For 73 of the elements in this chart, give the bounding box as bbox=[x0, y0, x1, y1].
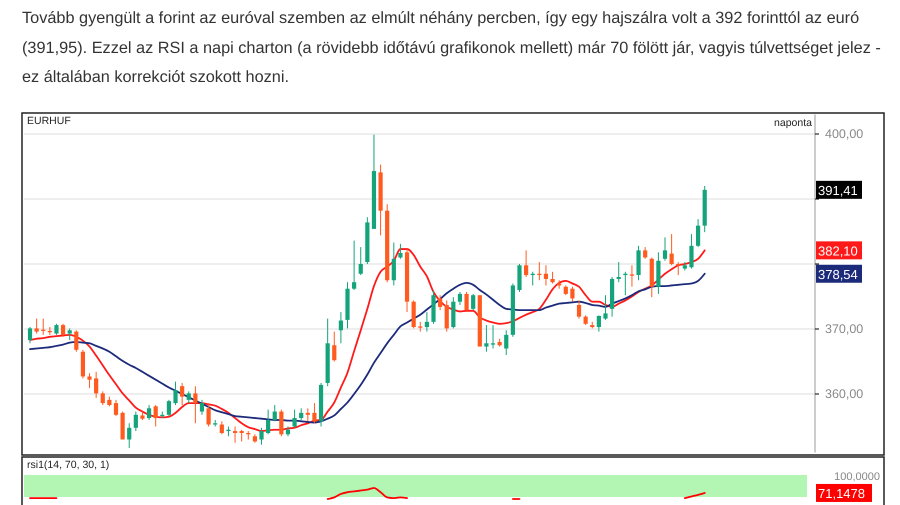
candlestick bbox=[41, 318, 46, 336]
candlestick bbox=[332, 331, 336, 362]
candlestick bbox=[689, 234, 694, 270]
candlestick bbox=[338, 312, 343, 344]
candlestick bbox=[398, 243, 403, 260]
candlestick bbox=[306, 408, 310, 422]
candlestick bbox=[299, 408, 304, 420]
candlestick bbox=[312, 402, 317, 424]
candlestick bbox=[60, 323, 66, 338]
candlestick bbox=[266, 409, 270, 435]
candlestick bbox=[392, 242, 396, 286]
candlestick bbox=[259, 427, 264, 446]
y-tick-label: 360,00 bbox=[825, 387, 864, 401]
candlestick bbox=[643, 246, 648, 260]
candlestick bbox=[114, 399, 118, 417]
candlestick bbox=[107, 396, 112, 407]
candlestick bbox=[186, 390, 191, 404]
candlestick bbox=[564, 284, 568, 296]
candlestick bbox=[154, 404, 158, 427]
candlestick bbox=[286, 426, 290, 437]
candlestick bbox=[134, 411, 138, 432]
candlestick bbox=[524, 250, 528, 278]
chart-title: rsi1(14, 70, 30, 1) bbox=[27, 459, 110, 471]
candlestick bbox=[68, 328, 72, 341]
text: 391,41 bbox=[818, 182, 858, 198]
candlestick bbox=[596, 314, 601, 332]
candlestick bbox=[576, 300, 582, 320]
candlestick bbox=[603, 294, 608, 320]
chart-title: EURHUF bbox=[27, 115, 71, 127]
candlestick bbox=[173, 381, 178, 406]
candlestick bbox=[193, 386, 198, 424]
text: 378,54 bbox=[818, 266, 858, 282]
candlestick bbox=[206, 402, 211, 427]
candlestick bbox=[464, 291, 469, 311]
candlestick bbox=[220, 420, 224, 435]
candlestick bbox=[352, 240, 356, 290]
text: Tovább gyengült a forint az euróval szemben az elmúlt néhány percben, így egy hajszálra volt a 392 forinttól az euró (391,95). Ezzel az RSI a napi charton (a rövidebb időtávú grafikonok mellett) már 70 fölött jár, vagyis túlvettséget jelez - ez általában korrekciót szokott hozni. bbox=[22, 8, 882, 88]
candlestick bbox=[127, 422, 132, 448]
text: 71,1478 bbox=[818, 486, 865, 501]
candlestick bbox=[358, 246, 363, 276]
candlestick bbox=[54, 323, 59, 336]
candlestick bbox=[458, 291, 462, 306]
candlestick bbox=[94, 371, 98, 398]
candlestick bbox=[200, 399, 204, 416]
y-tick-label: 400,00 bbox=[825, 127, 864, 141]
candlestick bbox=[444, 300, 449, 332]
candlestick bbox=[438, 294, 442, 311]
candlestick bbox=[28, 326, 32, 344]
candlestick bbox=[504, 330, 508, 356]
candlestick bbox=[292, 409, 297, 428]
candlestick bbox=[662, 236, 668, 262]
text: naponta bbox=[774, 117, 812, 129]
candlestick bbox=[584, 314, 588, 326]
candlestick bbox=[240, 429, 244, 442]
candlestick bbox=[166, 399, 172, 417]
candlestick bbox=[180, 382, 184, 406]
candlestick bbox=[424, 312, 429, 332]
candlestick bbox=[100, 390, 105, 406]
candlestick bbox=[676, 262, 680, 276]
candlestick bbox=[544, 264, 548, 286]
candlestick bbox=[696, 218, 700, 248]
candlestick bbox=[471, 293, 476, 311]
candlestick bbox=[146, 404, 152, 420]
candlestick bbox=[272, 404, 277, 422]
y-tick-label: 370,00 bbox=[825, 322, 864, 336]
candlestick bbox=[279, 409, 284, 437]
candlestick bbox=[670, 234, 674, 266]
text: 382,10 bbox=[818, 243, 858, 258]
candlestick bbox=[570, 286, 575, 302]
candlestick bbox=[74, 330, 78, 352]
candlestick bbox=[616, 262, 621, 283]
text: 100,0000 bbox=[834, 471, 880, 483]
candlestick bbox=[232, 426, 238, 444]
